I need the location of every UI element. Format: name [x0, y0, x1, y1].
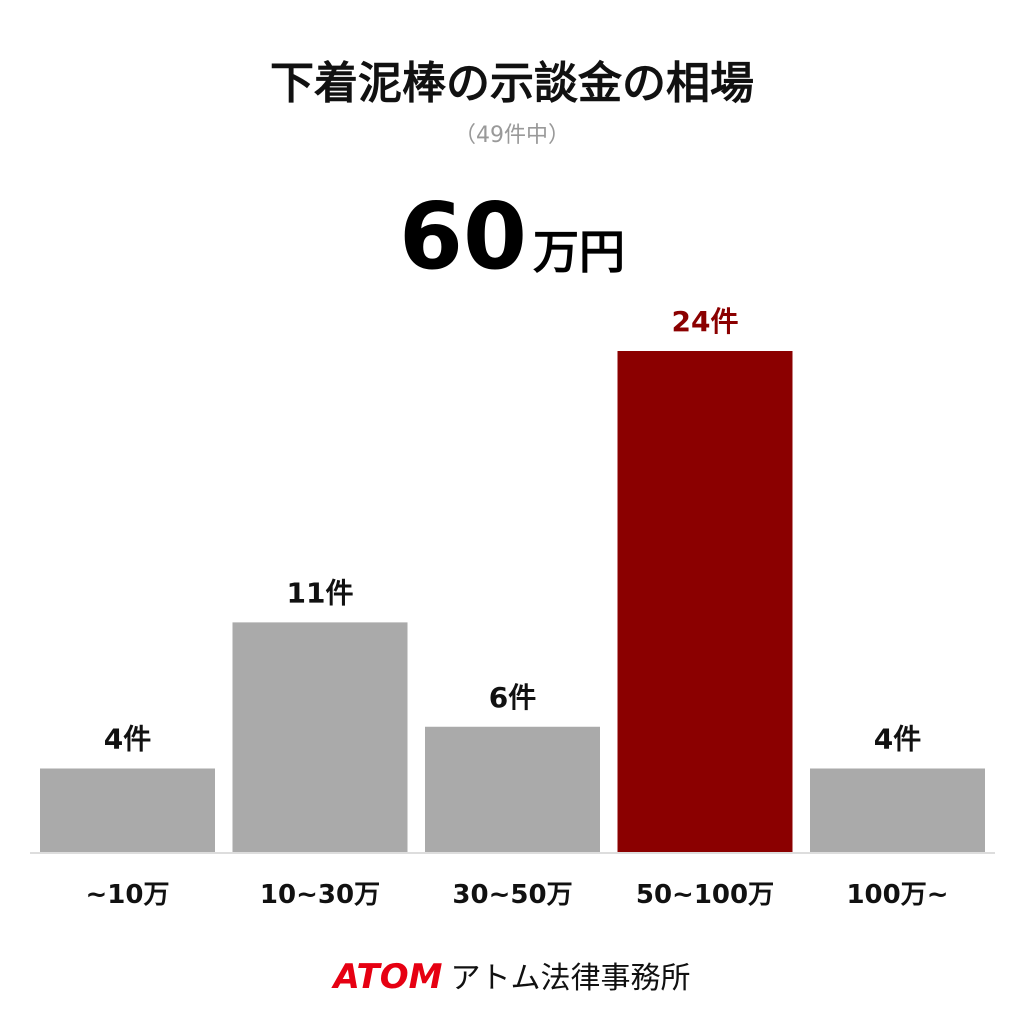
x-tick-label: 10~30万 [260, 880, 380, 910]
x-tick-label: 50~100万 [636, 880, 774, 910]
footer-name: アトム法律事務所 [451, 961, 691, 996]
bar [617, 351, 793, 852]
x-tick-label: ~10万 [86, 880, 170, 910]
bar [40, 768, 215, 852]
value-label: 11件 [287, 576, 354, 609]
value-label: 24件 [672, 305, 739, 338]
value-label: 4件 [104, 723, 151, 756]
chart-subtitle: （49件中） [454, 123, 570, 148]
footer: ATOM アトム法律事務所 [331, 957, 691, 997]
x-tick-label: 30~50万 [452, 880, 572, 910]
bar [232, 622, 408, 852]
bar [810, 768, 985, 852]
value-label: 4件 [874, 723, 921, 756]
x-tick-label: 100万~ [846, 880, 948, 910]
chart-title: 下着泥棒の示談金の相場 [270, 58, 754, 109]
value-label: 6件 [489, 681, 536, 714]
footer-brand: ATOM [331, 957, 443, 997]
headline-value: 60 [399, 183, 527, 290]
headline-unit: 万円 [533, 225, 625, 279]
bar [425, 726, 600, 852]
headline: 60 万円 [399, 183, 625, 290]
